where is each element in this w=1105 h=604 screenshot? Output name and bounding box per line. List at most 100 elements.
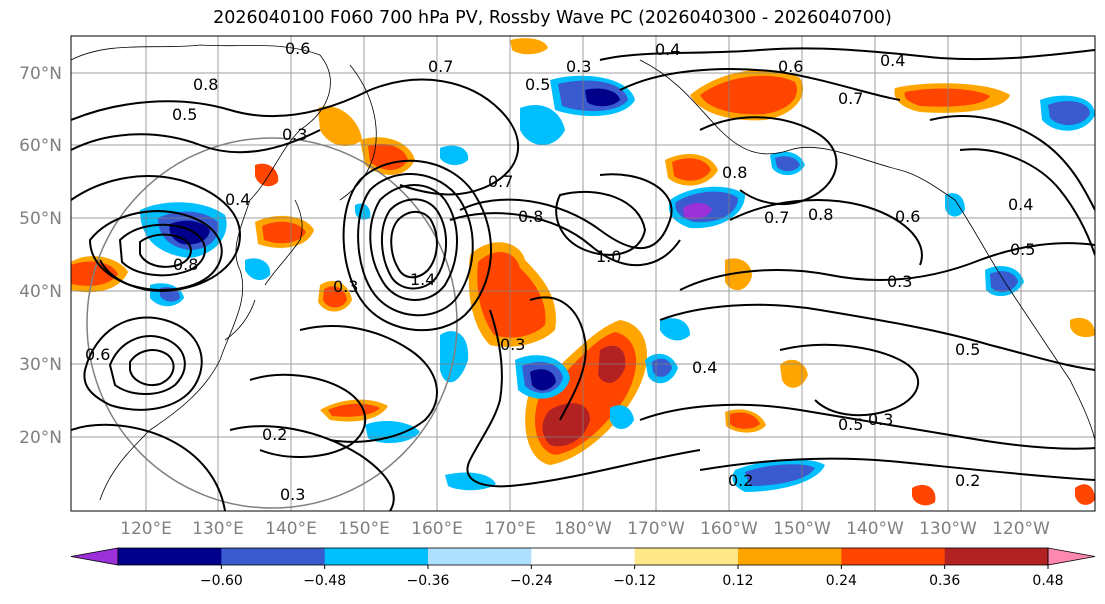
colorbar-extend-low xyxy=(70,547,119,566)
colorbar-segment xyxy=(428,548,532,565)
lon-label: 170°W xyxy=(627,519,685,539)
colorbar-extend-high xyxy=(1047,547,1096,566)
pv-contour xyxy=(83,316,203,411)
negative-anomaly-blob xyxy=(990,271,1018,293)
pv-contour xyxy=(459,173,673,249)
contour-label: 0.2 xyxy=(955,471,980,490)
contour-label: 0.4 xyxy=(692,358,717,377)
pv-contour xyxy=(71,423,226,511)
contour-labels: 0.4 0.4 0.6 0.7 0.7 0.6 0.8 0.7 0.5 0.3 … xyxy=(85,39,1035,504)
negative-anomaly-blob xyxy=(440,145,469,166)
pv-contour xyxy=(249,373,367,458)
positive-anomaly-blob xyxy=(912,484,936,506)
positive-anomaly-blob xyxy=(700,75,797,115)
negative-anomaly-blob xyxy=(530,369,556,391)
colorbar-segment xyxy=(221,548,326,565)
contour-label: 0.3 xyxy=(566,57,591,76)
positive-anomaly-blob xyxy=(510,38,548,55)
pv-contour xyxy=(449,212,681,267)
lon-label: 130°E xyxy=(192,519,244,539)
positive-anomaly-blob xyxy=(318,106,362,146)
colorbar-tick-label: 0.24 xyxy=(826,573,857,589)
colorbar-tick-label: −0.24 xyxy=(510,573,553,589)
contour-label: 0.3 xyxy=(500,335,525,354)
positive-anomaly-blob xyxy=(71,261,118,286)
positive-anomaly-blob xyxy=(262,221,306,244)
lat-label: 20°N xyxy=(19,428,62,448)
colorbar-segment xyxy=(841,548,946,565)
contour-label: 0.7 xyxy=(838,89,863,108)
contour-label: 0.3 xyxy=(280,485,305,504)
negative-anomaly-blob xyxy=(365,420,420,444)
contour-label: 0.4 xyxy=(880,51,905,70)
contour-label: 0.6 xyxy=(895,207,920,226)
contour-label: 0.8 xyxy=(193,75,218,94)
colorbar-segment xyxy=(738,548,842,565)
negative-anomaly-blob xyxy=(245,258,271,281)
contour-label: 0.4 xyxy=(225,190,250,209)
colorbar-tick-label: 0.36 xyxy=(929,573,960,589)
lon-label: 180°W xyxy=(554,519,612,539)
pv-contour xyxy=(71,78,519,196)
lon-label: 150°E xyxy=(338,519,390,539)
lon-label: 170°E xyxy=(484,519,536,539)
pv-contour xyxy=(139,233,192,268)
positive-anomaly-blob xyxy=(477,251,546,338)
negative-anomaly-blob xyxy=(775,156,800,172)
lat-label: 40°N xyxy=(19,282,62,302)
pv-contour xyxy=(369,184,458,301)
pv-contour xyxy=(342,159,492,332)
colorbar-segment xyxy=(944,548,1049,565)
contour-label: 0.3 xyxy=(868,410,893,429)
colorbar-frame xyxy=(117,547,1049,566)
range-circle xyxy=(86,137,458,509)
pv-contour xyxy=(555,190,647,256)
pv-contour xyxy=(380,198,448,290)
asia-coastline xyxy=(71,44,331,501)
pv-contour xyxy=(229,425,395,511)
lon-label: 160°W xyxy=(700,519,758,539)
contour-label: 0.3 xyxy=(282,125,307,144)
map-title: 2026040100 F060 700 hPa PV, Rossby Wave … xyxy=(213,8,892,28)
longitude-labels: 120°E 130°E 140°E 150°E 160°E 170°E 180°… xyxy=(120,519,1050,539)
contour-label: 0.8 xyxy=(808,205,833,224)
contour-label: 0.5 xyxy=(955,340,980,359)
negative-anomaly-blob xyxy=(945,193,965,217)
pv-contour xyxy=(118,223,206,277)
pv-contour xyxy=(729,199,923,266)
lon-label: 130°W xyxy=(919,519,977,539)
coastlines xyxy=(71,44,1095,501)
contour-label: 0.7 xyxy=(488,172,513,191)
negative-anomaly-blob xyxy=(1048,101,1090,126)
pv-contour xyxy=(639,403,1095,450)
contour-label: 1.4 xyxy=(410,270,435,289)
latitude-labels: 70°N 60°N 50°N 40°N 30°N 20°N xyxy=(19,64,62,448)
positive-anomaly-blob xyxy=(1075,484,1095,505)
colorbar-segment xyxy=(531,548,636,565)
lon-label: 140°W xyxy=(846,519,904,539)
contour-label: 0.2 xyxy=(728,471,753,490)
pv-contour xyxy=(619,68,901,101)
pv-contour xyxy=(71,129,321,154)
negative-anomaly-blob xyxy=(445,472,496,491)
contour-label: 0.7 xyxy=(764,208,789,227)
negative-anomaly-blob xyxy=(660,318,690,341)
colorbar-tick-label: −0.60 xyxy=(200,573,243,589)
colorbar-tick-label: −0.36 xyxy=(407,573,450,589)
contour-label: 0.5 xyxy=(172,105,197,124)
negative-anomaly-blob xyxy=(520,104,565,145)
contour-label: 0.5 xyxy=(525,75,550,94)
positive-anomaly-blob xyxy=(368,143,408,170)
pv-contour xyxy=(357,173,474,317)
pv-contour xyxy=(929,115,1095,211)
positive-anomaly-blob xyxy=(904,88,990,107)
contour-label: 0.3 xyxy=(333,277,358,296)
positive-anomaly-blob xyxy=(730,412,760,429)
positive-anomaly-blob xyxy=(542,403,590,447)
negative-anomaly-blob xyxy=(585,88,620,107)
lat-label: 30°N xyxy=(19,355,62,375)
pv-contour xyxy=(599,47,1095,61)
contour-label: 0.8 xyxy=(518,207,543,226)
negative-anomaly-blob xyxy=(683,202,712,220)
contour-label: 0.6 xyxy=(85,345,110,364)
